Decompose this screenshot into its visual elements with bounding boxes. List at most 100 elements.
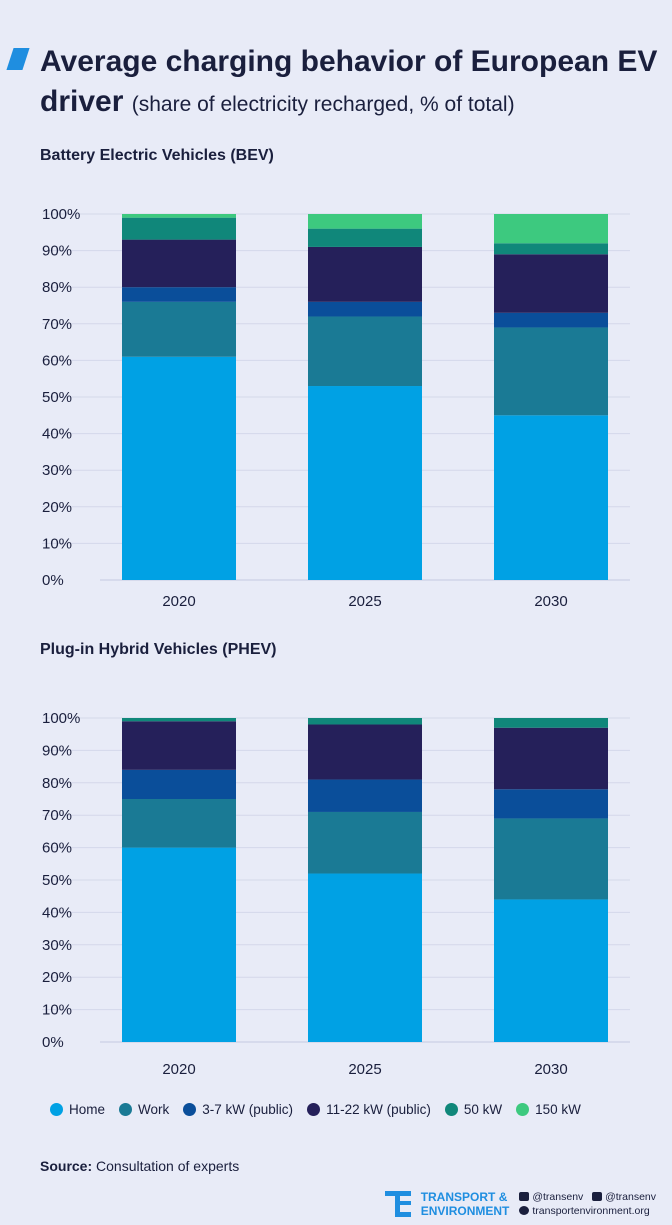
source-note: Source: Consultation of experts (40, 1158, 239, 1174)
source-label: Source: (40, 1158, 93, 1174)
y-tick-label: 60% (42, 840, 72, 857)
x-tick-label: 2020 (162, 1061, 195, 1078)
legend-label: 50 kW (463, 1102, 503, 1117)
bar-segment (494, 718, 608, 728)
bar-segment (494, 214, 608, 244)
org-name: TRANSPORT & ENVIRONMENT (421, 1190, 510, 1218)
x-tick-label: 2025 (348, 1061, 381, 1078)
bar-segment (494, 899, 608, 1042)
x-tick-label: 2030 (534, 1061, 567, 1078)
legend-swatch-icon (444, 1103, 458, 1116)
facebook-icon (592, 1192, 603, 1201)
bar-segment (122, 769, 236, 799)
twitter-handle[interactable]: @transenv (532, 1191, 584, 1203)
bar-segment (308, 301, 422, 317)
bev-stacked-bar-chart: 0% 10% 20% 30% 40% 50% 60% 70% 80% 90% 100% 2020 202… (42, 206, 630, 610)
y-tick-label: 80% (42, 279, 72, 296)
x-tick-label: 2030 (534, 593, 567, 610)
phev-chart-title: Plug-in Hybrid Vehicles (PHEV) (40, 641, 277, 658)
bar-segment (122, 799, 236, 848)
te-logo-icon (384, 1191, 411, 1217)
source-text: Consultation of experts (96, 1158, 240, 1174)
org-name-line1: TRANSPORT & (420, 1190, 508, 1204)
social-links: @transenv @transenv transportenvironment… (519, 1190, 656, 1218)
legend-item: 11-22 kW (public) (307, 1102, 431, 1117)
legend-label: 11-22 kW (public) (326, 1102, 431, 1117)
legend-item: 3-7 kW (public) (183, 1102, 293, 1117)
bar-segment (122, 721, 236, 770)
title-subtitle: (share of electricity recharged, % of to… (131, 93, 515, 116)
legend-label: 150 kW (535, 1102, 581, 1117)
bar-segment (308, 316, 422, 387)
y-tick-label: 20% (42, 969, 72, 986)
x-tick-label: 2025 (348, 593, 381, 610)
footer: TRANSPORT & ENVIRONMENT @transenv @trans… (384, 1190, 656, 1218)
legend-swatch-icon (516, 1103, 530, 1116)
globe-icon (519, 1206, 530, 1215)
bar-segment (494, 415, 608, 580)
bar-segment (122, 301, 236, 357)
y-tick-label: 0% (42, 1034, 64, 1051)
y-tick-label: 90% (42, 243, 72, 260)
facebook-handle[interactable]: @transenv (605, 1191, 656, 1203)
legend-label: Home (69, 1102, 106, 1117)
bar-segment (122, 847, 236, 1042)
y-tick-label: 50% (42, 872, 72, 889)
bar-segment (308, 724, 422, 780)
y-tick-label: 70% (42, 807, 72, 824)
website-link[interactable]: transportenvironment.org (532, 1205, 650, 1217)
bar-segment (494, 243, 608, 255)
bar-segment (494, 818, 608, 900)
y-tick-label: 30% (42, 462, 72, 479)
chart-legend: Home Work 3-7 kW (public) 11-22 kW (public)… (50, 1102, 585, 1117)
legend-label: 3-7 kW (public) (202, 1102, 294, 1117)
y-tick-label: 100% (42, 206, 80, 223)
y-tick-label: 100% (42, 710, 80, 727)
legend-item: 150 kW (516, 1102, 581, 1117)
y-tick-label: 10% (42, 1002, 72, 1019)
phev-stacked-bar-chart: 0% 10% 20% 30% 40% 50% 60% 70% 80% 90% 100% 2020 202… (42, 710, 630, 1078)
bar-segment (308, 386, 422, 580)
bar-segment (308, 228, 422, 247)
x-tick-label: 2020 (162, 593, 195, 610)
bar-segment (308, 811, 422, 874)
bar-segment (308, 246, 422, 302)
legend-item: Home (50, 1102, 105, 1117)
legend-swatch-icon (307, 1103, 321, 1116)
y-tick-label: 10% (42, 535, 72, 552)
bar-segment (122, 718, 236, 722)
bar-segment (308, 214, 422, 229)
y-tick-label: 70% (42, 316, 72, 333)
y-tick-label: 50% (42, 389, 72, 406)
legend-item: 50 kW (444, 1102, 503, 1117)
title-main: Average charging behavior of European EV… (40, 45, 658, 118)
y-tick-label: 30% (42, 937, 72, 954)
legend-label: Work (138, 1102, 170, 1117)
y-tick-label: 40% (42, 904, 72, 921)
y-tick-label: 0% (42, 572, 64, 589)
legend-item: Work (119, 1102, 169, 1117)
y-tick-label: 80% (42, 775, 72, 792)
legend-swatch-icon (183, 1103, 197, 1116)
y-tick-label: 60% (42, 352, 72, 369)
org-name-line2: ENVIRONMENT (420, 1204, 510, 1218)
bar-segment (122, 287, 236, 302)
bar-segment (494, 254, 608, 313)
bar-segment (122, 214, 236, 218)
bar-segment (494, 312, 608, 328)
bar-segment (122, 239, 236, 288)
bar-segment (494, 789, 608, 819)
y-tick-label: 90% (42, 742, 72, 759)
page-title: Average charging behavior of European EV… (40, 42, 660, 125)
bar-segment (494, 327, 608, 416)
title-accent-mark (6, 48, 30, 70)
y-tick-label: 40% (42, 426, 72, 443)
bar-segment (122, 217, 236, 240)
legend-swatch-icon (50, 1103, 63, 1116)
legend-swatch-icon (119, 1103, 133, 1116)
bar-segment (494, 727, 608, 790)
twitter-icon (519, 1192, 530, 1201)
bar-segment (308, 718, 422, 725)
bar-segment (308, 873, 422, 1042)
y-tick-label: 20% (42, 499, 72, 516)
